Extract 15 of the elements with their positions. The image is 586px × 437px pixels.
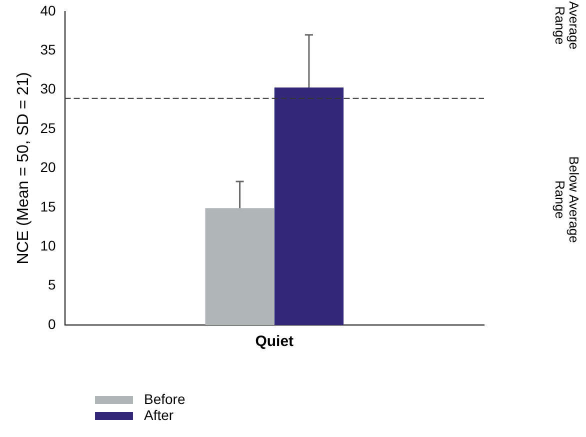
x-tick-label: Quiet [255,333,294,350]
y-tick-label: 30 [40,80,56,97]
y-tick-label: 5 [48,276,56,293]
y-tick-label: 10 [40,237,56,254]
y-axis-title: NCE (Mean = 50, SD = 21) [15,72,32,264]
y-tick-label: 20 [40,159,56,176]
y-tick-label: 35 [40,41,56,58]
text: Below Average Range [552,156,582,243]
y-tick-label: 25 [40,120,56,136]
y-tick-label: 0 [48,316,56,332]
text: Average Range [552,1,582,50]
y-tick-label: 15 [40,198,56,214]
y-tick-label: 40 [40,2,56,18]
legend-label: After [144,406,174,423]
legend-label: Before [144,390,186,407]
